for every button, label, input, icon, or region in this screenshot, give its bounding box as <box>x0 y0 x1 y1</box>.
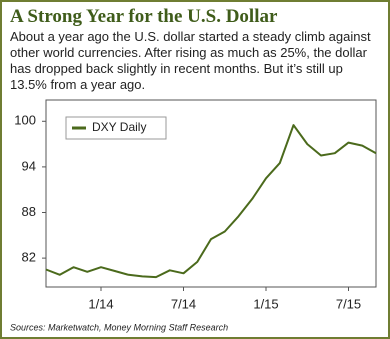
x-tick-label: 7/14 <box>171 296 196 311</box>
chart-title: A Strong Year for the U.S. Dollar <box>10 6 278 27</box>
y-tick-label: 100 <box>14 113 36 128</box>
y-tick-label: 82 <box>22 250 36 265</box>
legend-box <box>65 116 167 140</box>
legend-label: DXY Daily <box>92 120 146 134</box>
x-tick-label: 1/15 <box>253 296 278 311</box>
chart-subtitle: About a year ago the U.S. dollar started… <box>10 29 371 92</box>
chart: Sources: Marketwatch, Money Morning Staf… <box>10 99 377 332</box>
x-tick-label: 1/14 <box>88 296 113 311</box>
y-tick-label: 94 <box>22 158 36 173</box>
x-tick-label: 7/15 <box>336 296 361 311</box>
source-note: Sources: Marketwatch, Money Morning Staf… <box>10 322 228 332</box>
y-tick-label: 88 <box>22 204 36 219</box>
data-line <box>45 124 377 279</box>
